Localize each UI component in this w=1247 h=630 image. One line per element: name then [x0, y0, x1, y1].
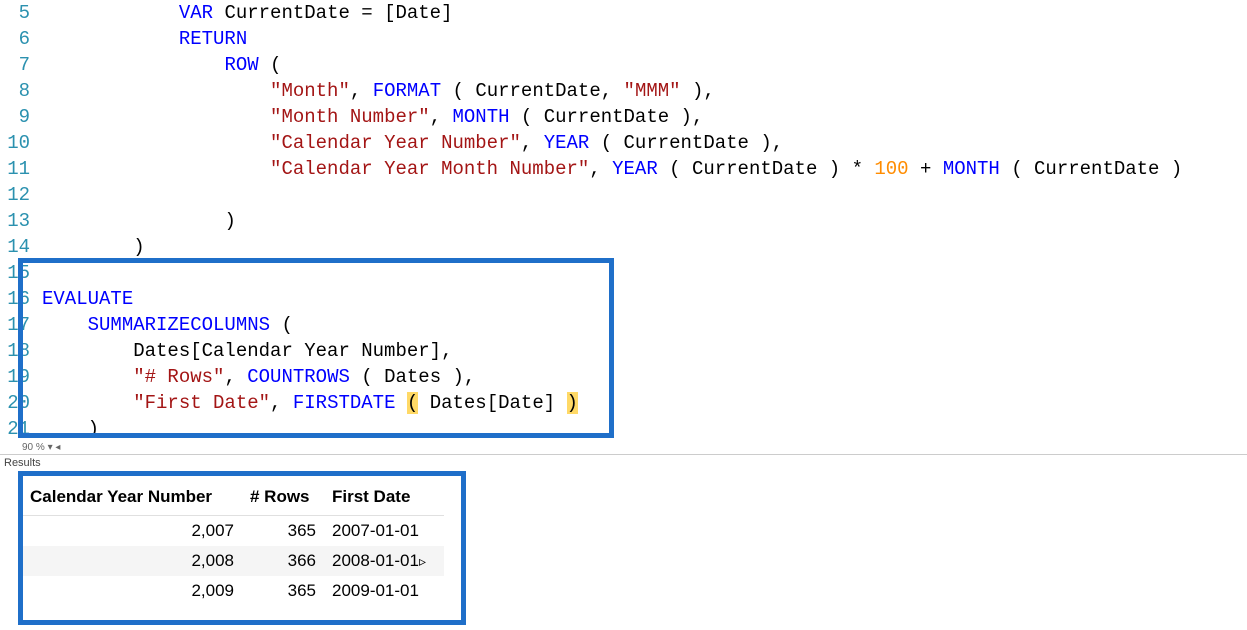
code-content: "Month", FORMAT ( CurrentDate, "MMM" ),	[42, 78, 1247, 104]
line-number: 15	[0, 260, 42, 286]
line-number: 7	[0, 52, 42, 78]
code-content	[42, 182, 1247, 208]
code-line[interactable]: 16EVALUATE	[0, 286, 1247, 312]
line-number: 9	[0, 104, 42, 130]
table-row[interactable]: 2,0093652009-01-01	[22, 576, 444, 606]
line-number: 8	[0, 78, 42, 104]
table-cell: 2,007	[22, 516, 242, 547]
zoom-indicator[interactable]: 90 % ▾ ◂	[0, 442, 1247, 454]
table-cell: 365	[242, 576, 324, 606]
table-row[interactable]: 2,0073652007-01-01	[22, 516, 444, 547]
code-line[interactable]: 21 )	[0, 416, 1247, 442]
code-line[interactable]: 11 "Calendar Year Month Number", YEAR ( …	[0, 156, 1247, 182]
code-line[interactable]: 14 )	[0, 234, 1247, 260]
table-cell: 365	[242, 516, 324, 547]
line-number: 20	[0, 390, 42, 416]
code-content: EVALUATE	[42, 286, 1247, 312]
code-line[interactable]: 19 "# Rows", COUNTROWS ( Dates ),	[0, 364, 1247, 390]
code-line[interactable]: 8 "Month", FORMAT ( CurrentDate, "MMM" )…	[0, 78, 1247, 104]
results-panel: Calendar Year Number# RowsFirst Date 2,0…	[0, 471, 1247, 606]
line-number: 17	[0, 312, 42, 338]
code-content	[42, 260, 1247, 286]
table-body: 2,0073652007-01-012,0083662008-01-01▹2,0…	[22, 516, 444, 607]
code-content: "Month Number", MONTH ( CurrentDate ),	[42, 104, 1247, 130]
table-cell: 2,009	[22, 576, 242, 606]
table-cell: 2007-01-01	[324, 516, 444, 547]
line-number: 13	[0, 208, 42, 234]
line-number: 14	[0, 234, 42, 260]
line-number: 10	[0, 130, 42, 156]
code-line[interactable]: 18 Dates[Calendar Year Number],	[0, 338, 1247, 364]
table-header-cell[interactable]: First Date	[324, 479, 444, 516]
code-content: RETURN	[42, 26, 1247, 52]
code-line[interactable]: 9 "Month Number", MONTH ( CurrentDate ),	[0, 104, 1247, 130]
table-cell: 2008-01-01▹	[324, 546, 444, 576]
mouse-cursor-icon: ▹	[419, 553, 426, 570]
code-content: ROW (	[42, 52, 1247, 78]
code-line[interactable]: 6 RETURN	[0, 26, 1247, 52]
code-line[interactable]: 7 ROW (	[0, 52, 1247, 78]
line-number: 19	[0, 364, 42, 390]
line-number: 12	[0, 182, 42, 208]
table-header-cell[interactable]: Calendar Year Number	[22, 479, 242, 516]
code-content: )	[42, 416, 1247, 442]
code-content: "Calendar Year Number", YEAR ( CurrentDa…	[42, 130, 1247, 156]
table-header-cell[interactable]: # Rows	[242, 479, 324, 516]
code-line[interactable]: 12	[0, 182, 1247, 208]
code-line[interactable]: 5 VAR CurrentDate = [Date]	[0, 0, 1247, 26]
code-content: "Calendar Year Month Number", YEAR ( Cur…	[42, 156, 1247, 182]
results-panel-label: Results	[0, 454, 1247, 471]
code-content: "First Date", FIRSTDATE ( Dates[Date] )	[42, 390, 1247, 416]
code-content: VAR CurrentDate = [Date]	[42, 0, 1247, 26]
code-content: SUMMARIZECOLUMNS (	[42, 312, 1247, 338]
line-number: 18	[0, 338, 42, 364]
line-number: 21	[0, 416, 42, 442]
table-cell: 2009-01-01	[324, 576, 444, 606]
code-line[interactable]: 17 SUMMARIZECOLUMNS (	[0, 312, 1247, 338]
table-row[interactable]: 2,0083662008-01-01▹	[22, 546, 444, 576]
code-line[interactable]: 20 "First Date", FIRSTDATE ( Dates[Date]…	[0, 390, 1247, 416]
code-content: "# Rows", COUNTROWS ( Dates ),	[42, 364, 1247, 390]
table-header-row: Calendar Year Number# RowsFirst Date	[22, 479, 444, 516]
code-content: Dates[Calendar Year Number],	[42, 338, 1247, 364]
results-table[interactable]: Calendar Year Number# RowsFirst Date 2,0…	[22, 479, 444, 606]
code-line[interactable]: 15	[0, 260, 1247, 286]
code-content: )	[42, 234, 1247, 260]
line-number: 6	[0, 26, 42, 52]
code-editor[interactable]: 5 VAR CurrentDate = [Date]6 RETURN7 ROW …	[0, 0, 1247, 442]
line-number: 11	[0, 156, 42, 182]
table-cell: 2,008	[22, 546, 242, 576]
code-line[interactable]: 13 )	[0, 208, 1247, 234]
line-number: 5	[0, 0, 42, 26]
table-cell: 366	[242, 546, 324, 576]
line-number: 16	[0, 286, 42, 312]
code-content: )	[42, 208, 1247, 234]
code-line[interactable]: 10 "Calendar Year Number", YEAR ( Curren…	[0, 130, 1247, 156]
